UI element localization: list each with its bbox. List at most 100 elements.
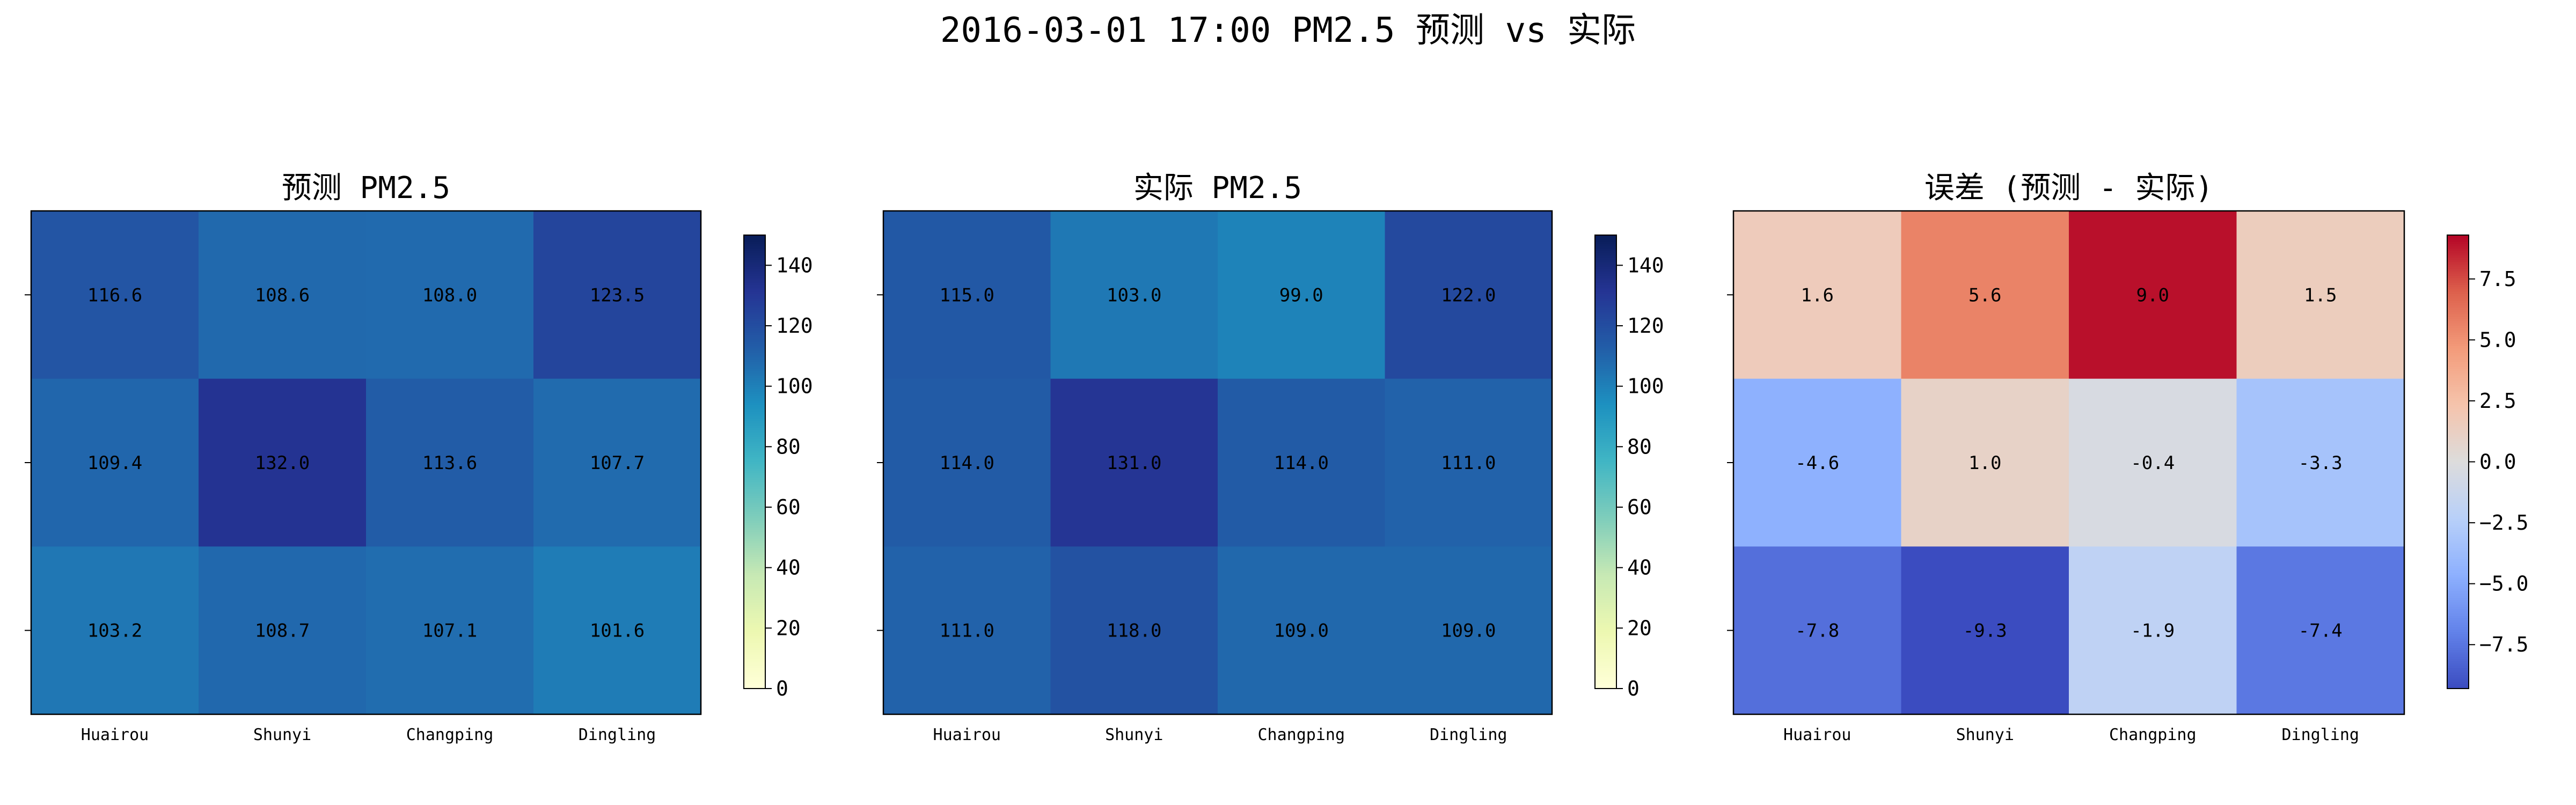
cell-value-label: 118.0 [1107,620,1161,642]
colorbar-segment [2447,623,2469,626]
colorbar-segment [1595,350,1616,354]
colorbar-segment [744,663,765,667]
colorbar-segment [744,326,765,328]
colorbar-segment [2447,550,2469,553]
colorbar-segment [744,421,765,424]
colorbar-segment [1595,568,1616,571]
colorbar-segment [1595,672,1616,676]
colorbar-segment [744,244,765,247]
colorbar-segment [1595,419,1616,422]
colorbar-segment [1595,570,1616,574]
colorbar-segment [1595,269,1616,272]
colorbar-segment [1595,589,1616,591]
colorbar-segment [744,296,765,299]
colorbar-segment [2447,296,2469,299]
colorbar-segment [1595,391,1616,394]
colorbar-segment [1595,654,1616,657]
colorbar-segment [1595,507,1616,510]
colorbar-segment [1595,294,1616,297]
x-tick-label: Changping [2109,726,2197,744]
colorbar-segment [744,382,765,385]
colorbar-tick-label: −5.0 [2479,572,2529,596]
colorbar-segment [1595,237,1616,240]
heatmap-cell [31,211,199,379]
cell-value-label: 5.6 [1968,284,2001,306]
colorbar-segment [1595,346,1616,349]
colorbar-segment [1595,443,1616,447]
colorbar-segment [2447,326,2469,328]
colorbar-segment [2447,455,2469,458]
colorbar-segment [1595,301,1616,304]
colorbar-segment [2447,584,2469,587]
colorbar-segment [2447,375,2469,378]
colorbar-segment [744,448,765,451]
colorbar-segment [2447,491,2469,494]
colorbar-segment [744,636,765,639]
colorbar-segment [744,609,765,612]
colorbar-segment [744,409,765,413]
colorbar-segment [2447,652,2469,655]
colorbar-segment [1595,580,1616,583]
heatmap-cell [1218,211,1385,379]
colorbar-segment [744,301,765,304]
colorbar-segment [2447,684,2469,687]
colorbar-segment [2447,353,2469,356]
heatmap-panel-2: 实际 PM2.5 115.0 103.0 99.0 122.0 114.0 131.0 114… [877,171,1664,744]
colorbar-segment [744,330,765,333]
colorbar-segment [2447,625,2469,628]
heatmap-cell [366,546,534,715]
colorbar-segment [744,478,765,480]
x-tick-label: Shunyi [1105,726,1163,744]
colorbar-segment [1595,586,1616,589]
colorbar-segment [1595,679,1616,682]
colorbar-segment [1595,291,1616,295]
heatmap-cell [199,378,367,547]
colorbar-segment [744,391,765,394]
colorbar-segment [1595,455,1616,458]
colorbar-segment [2447,670,2469,674]
colorbar-segment [744,355,765,358]
colorbar-segment [1595,310,1616,313]
colorbar-segment [2447,530,2469,533]
colorbar-segment [2447,428,2469,430]
x-tick-label: Huairou [1783,726,1851,744]
colorbar-segment [744,595,765,598]
colorbar-segment [744,450,765,453]
colorbar-segment [2447,310,2469,313]
colorbar-segment [1595,305,1616,308]
colorbar-segment [744,575,765,578]
colorbar-segment [2447,284,2469,288]
colorbar-segment [1595,459,1616,463]
colorbar-segment [2447,457,2469,460]
colorbar-segment [1595,387,1616,390]
colorbar-segment [1595,480,1616,483]
colorbar-segment [1595,267,1616,269]
colorbar-segment [744,672,765,676]
colorbar-segment [744,677,765,680]
colorbar-segment [2447,255,2469,258]
colorbar-segment [2447,502,2469,506]
cell-value-label: 132.0 [255,452,310,474]
colorbar-segment [2447,412,2469,415]
cell-value-label: 111.0 [940,620,994,642]
colorbar-segment [744,675,765,678]
heatmap-cell [533,211,701,379]
colorbar-segment [744,627,765,630]
colorbar-segment [744,323,765,326]
colorbar-segment [1595,473,1616,476]
colorbar-segment [744,321,765,324]
colorbar-segment [744,441,765,444]
colorbar-segment [1595,369,1616,372]
colorbar-segment [2447,421,2469,424]
colorbar-segment [2447,654,2469,657]
colorbar-segment [744,514,765,517]
colorbar-segment [2447,400,2469,404]
colorbar-segment [744,584,765,587]
colorbar-segment [1595,330,1616,333]
colorbar-segment [2447,541,2469,544]
colorbar-segment [2447,341,2469,345]
colorbar-segment [744,566,765,569]
colorbar-segment [744,495,765,499]
colorbar-segment [744,457,765,460]
colorbar-segment [2447,552,2469,555]
